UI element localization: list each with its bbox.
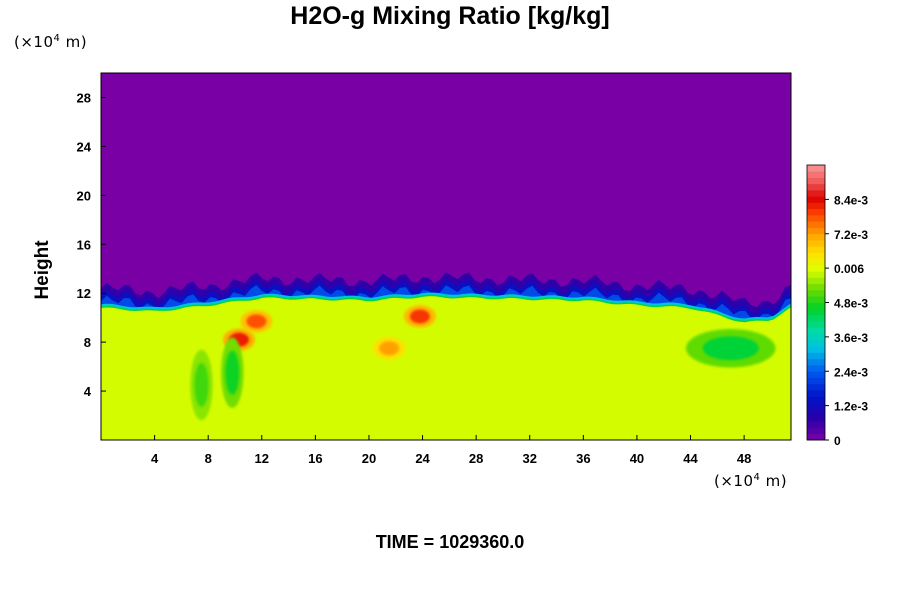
- time-label: TIME = 1029360.0: [375, 532, 525, 552]
- colorbar-segment: [807, 221, 825, 228]
- colorbar-segment: [807, 265, 825, 272]
- y-axis-unit: (×104 m): [14, 33, 88, 51]
- colorbar-segment: [807, 327, 825, 335]
- colorbar-tick-label: 1.2e-3: [834, 400, 868, 414]
- colorbar-segment: [807, 177, 825, 185]
- dry-filament: [225, 350, 240, 395]
- colorbar-segment: [807, 277, 825, 285]
- colorbar-tick-label: 2.4e-3: [834, 365, 868, 379]
- chart-title: H2O-g Mixing Ratio [kg/kg]: [290, 2, 610, 30]
- y-tick-label: 20: [77, 188, 91, 203]
- colorbar-tick-label: 3.6e-3: [834, 331, 868, 345]
- colorbar-segment: [807, 190, 825, 197]
- y-tick-label: 12: [77, 286, 91, 301]
- x-tick-label: 24: [415, 451, 430, 466]
- y-tick-label: 16: [77, 237, 91, 252]
- colorbar-segment: [807, 315, 825, 322]
- y-tick-label: 8: [84, 335, 91, 350]
- colorbar-segment: [807, 371, 825, 378]
- colorbar-segment: [807, 358, 825, 366]
- colorbar-segment: [807, 308, 825, 316]
- colorbar-segment: [807, 402, 825, 410]
- colorbar-segment: [807, 233, 825, 241]
- heatmap-field: [101, 73, 791, 440]
- colorbar-segment: [807, 171, 825, 178]
- x-tick-label: 40: [630, 451, 644, 466]
- colorbar-segment: [807, 283, 825, 291]
- dry-filament: [194, 362, 209, 407]
- colorbar-tick-label: 7.2e-3: [834, 228, 868, 242]
- colorbar-tick-label: 0: [834, 434, 841, 448]
- colorbar-segment: [807, 415, 825, 422]
- colorbar-segment: [807, 365, 825, 372]
- colorbar-segment: [807, 246, 825, 253]
- colorbar-segment: [807, 346, 825, 353]
- x-tick-label: 48: [737, 451, 751, 466]
- colorbar-segment: [807, 296, 825, 303]
- colorbar-segment: [807, 352, 825, 360]
- moist-plume: [409, 309, 430, 324]
- colorbar-segment: [807, 433, 825, 441]
- colorbar-segment: [807, 196, 825, 203]
- colorbar-segment: [807, 408, 825, 416]
- colorbar-segment: [807, 271, 825, 278]
- x-tick-label: 44: [683, 451, 698, 466]
- colorbar-segment: [807, 333, 825, 341]
- x-axis-unit: (×104 m): [714, 472, 788, 490]
- colorbar-segment: [807, 240, 825, 247]
- moist-plume: [379, 341, 400, 356]
- colorbar-segment: [807, 252, 825, 260]
- x-tick-label: 28: [469, 451, 483, 466]
- colorbar-segment: [807, 202, 825, 210]
- colorbar-segment: [807, 227, 825, 235]
- y-tick-label: 24: [77, 139, 92, 154]
- colorbar-segment: [807, 377, 825, 385]
- colorbar-segment: [807, 183, 825, 191]
- moist-lower-layer: [101, 296, 791, 440]
- x-tick-label: 16: [308, 451, 322, 466]
- colorbar-tick-label: 4.8e-3: [834, 297, 868, 311]
- colorbar: 0 1.2e-3 2.4e-3 3.6e-3 4.8e-3 0.006 7.2e-3 8.4e…: [806, 164, 868, 448]
- x-tick-label: 12: [255, 451, 269, 466]
- dry-layer: [702, 336, 759, 361]
- colorbar-segment: [807, 427, 825, 435]
- colorbar-segment: [807, 290, 825, 297]
- x-tick-label: 20: [362, 451, 376, 466]
- colorbar-segment: [807, 421, 825, 428]
- colorbar-segment: [807, 258, 825, 266]
- x-tick-label: 4: [151, 451, 159, 466]
- colorbar-segment: [807, 340, 825, 347]
- colorbar-segment: [807, 302, 825, 310]
- plot-frame: [100, 72, 792, 441]
- y-tick-label: 28: [77, 90, 91, 105]
- x-tick-label: 36: [576, 451, 590, 466]
- colorbar-segment: [807, 208, 825, 216]
- colorbar-segment: [807, 396, 825, 403]
- colorbar-segment: [807, 390, 825, 397]
- x-tick-label: 8: [205, 451, 212, 466]
- y-tick-label: 4: [84, 384, 92, 399]
- colorbar-segment: [807, 215, 825, 222]
- colorbar-tick-label: 8.4e-3: [834, 193, 868, 207]
- colorbar-tick-label: 0.006: [834, 262, 864, 276]
- colorbar-segment: [807, 321, 825, 328]
- colorbar-segment: [807, 383, 825, 391]
- moist-plume: [246, 314, 267, 329]
- x-tick-label: 32: [523, 451, 537, 466]
- colorbar-segment: [807, 165, 825, 172]
